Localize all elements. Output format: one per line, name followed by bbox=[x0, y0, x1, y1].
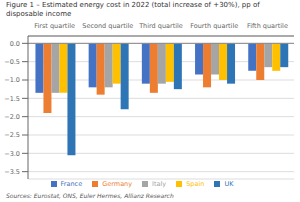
html-text:disposable income: disposable income bbox=[6, 10, 72, 18]
svg-text:Third quartile: Third quartile bbox=[138, 22, 183, 30]
html-text:Spain: Spain bbox=[186, 180, 205, 188]
html-text:France: France bbox=[60, 180, 83, 188]
html-text:Germany: Germany bbox=[102, 180, 133, 188]
html-text:Italy: Italy bbox=[152, 180, 167, 188]
svg-text:−2.5: −2.5 bbox=[8, 131, 20, 139]
svg-text:First quartile: First quartile bbox=[34, 22, 75, 30]
svg-text:−0.5: −0.5 bbox=[8, 58, 20, 66]
svg-text:−3.5: −3.5 bbox=[8, 168, 20, 176]
svg-text:Second quartile: Second quartile bbox=[82, 22, 133, 30]
svg-text:−1.5: −1.5 bbox=[8, 95, 20, 103]
svg-text:0.0: 0.0 bbox=[10, 40, 20, 48]
svg-text:−2.0: −2.0 bbox=[8, 113, 20, 121]
svg-text:−1.0: −1.0 bbox=[8, 76, 20, 84]
html-text:Sources: Eurostat, ONS, Euler: Sources: Eurostat, ONS, Euler Hermes, Al… bbox=[6, 192, 174, 199]
svg-text:Fifth quartile: Fifth quartile bbox=[247, 22, 288, 30]
html-text:UK: UK bbox=[224, 180, 234, 188]
html-text:Figure 1 – Estimated energy co: Figure 1 – Estimated energy cost in 2022… bbox=[6, 1, 260, 9]
svg-text:−3.0: −3.0 bbox=[8, 150, 20, 158]
svg-text:Fourth quartile: Fourth quartile bbox=[190, 22, 238, 30]
